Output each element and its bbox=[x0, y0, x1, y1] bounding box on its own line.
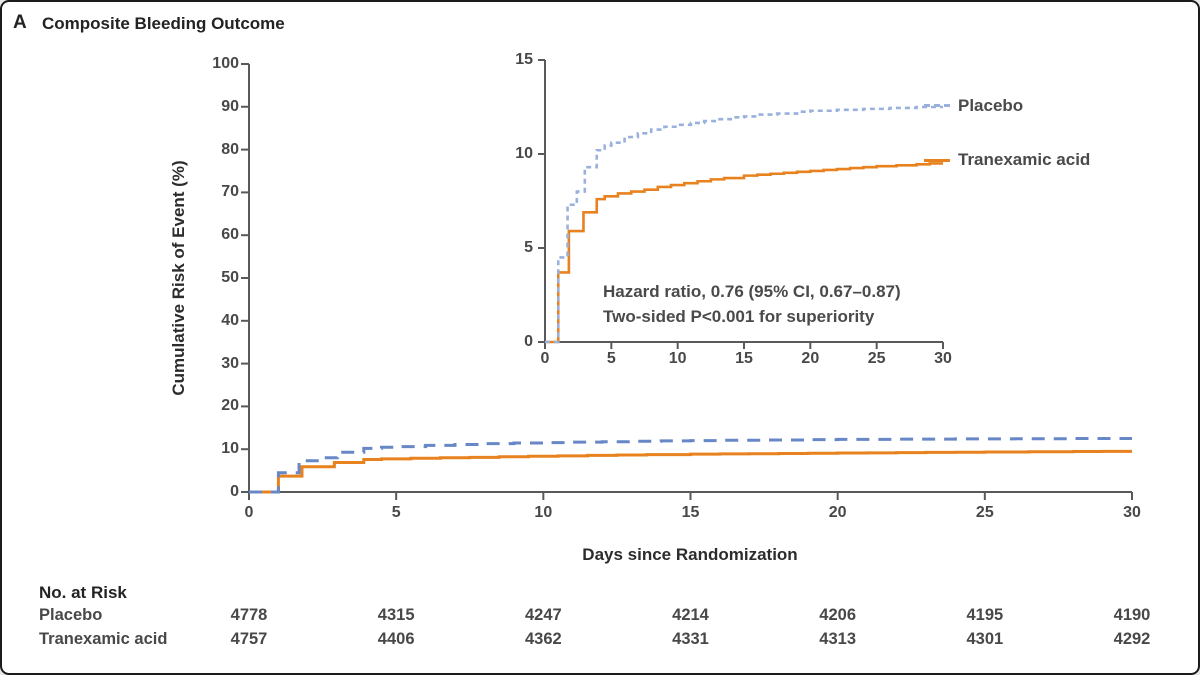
tranexamic-curve-inset bbox=[545, 162, 943, 344]
placebo-line-swatch bbox=[924, 104, 950, 107]
hazard-ratio-annotation: Hazard ratio, 0.76 (95% CI, 0.67–0.87) bbox=[603, 282, 901, 301]
y-axis-title: Cumulative Risk of Event (%) bbox=[169, 160, 188, 396]
main-axes bbox=[248, 64, 1132, 493]
panel-label: A bbox=[13, 12, 27, 33]
x-axis-title: Days since Randomization bbox=[582, 545, 798, 564]
legend-label-tranexamic: Tranexamic acid bbox=[958, 150, 1091, 169]
panel-title: Composite Bleeding Outcome bbox=[42, 14, 285, 33]
placebo-curve-inset bbox=[545, 105, 943, 344]
p-value-annotation: Two-sided P<0.001 for superiority bbox=[603, 307, 875, 326]
legend-label-placebo: Placebo bbox=[958, 96, 1024, 115]
at-risk-table-title: No. at Risk bbox=[39, 583, 127, 602]
placebo-curve-main bbox=[249, 437, 1132, 494]
tranexamic-line-swatch bbox=[924, 159, 950, 162]
tranexamic-curve-main bbox=[249, 449, 1132, 494]
